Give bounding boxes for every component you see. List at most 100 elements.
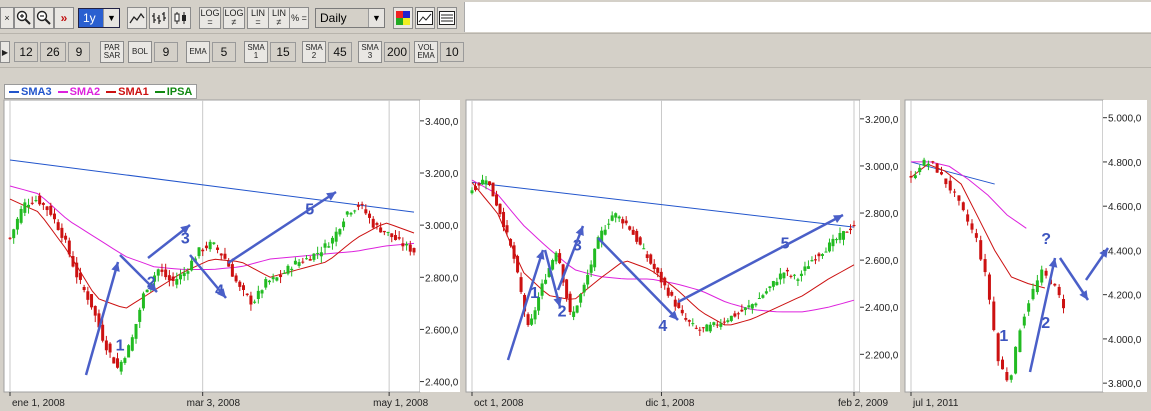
candle-body — [386, 231, 390, 233]
legend-item-sma1[interactable]: SMA1 — [106, 86, 149, 98]
candle-body — [530, 318, 534, 325]
candle-body — [356, 204, 360, 207]
chevron-down-icon[interactable]: ▼ — [103, 9, 119, 27]
candle-body — [841, 231, 845, 240]
interval-select[interactable]: Daily ▼ — [315, 8, 385, 28]
candle-body — [82, 286, 86, 291]
candle-body — [242, 285, 246, 290]
candle-body — [312, 253, 316, 260]
ema-field[interactable]: 5 — [212, 42, 236, 62]
macd-fast-field[interactable]: 12 — [14, 42, 38, 62]
arrowhead-icon — [1099, 248, 1108, 258]
legend-item-ipsa[interactable]: IPSA — [154, 86, 192, 98]
candle-body — [484, 180, 488, 185]
candle-body — [645, 254, 649, 259]
y-tick-label: 2.600,0 — [425, 325, 459, 336]
scale-log-equal-button[interactable]: LOG = — [199, 7, 221, 29]
ohlc-bar-icon[interactable] — [149, 7, 169, 29]
candle-body — [565, 279, 569, 299]
candle-body — [301, 261, 305, 263]
candle-body — [182, 272, 186, 277]
candle-body — [364, 209, 368, 214]
bol-button[interactable]: BOL — [128, 41, 152, 63]
chevron-down-icon[interactable]: ▼ — [368, 9, 384, 27]
sma2-line — [9, 185, 415, 270]
sma2-field[interactable]: 45 — [328, 42, 352, 62]
legend-item-sma2[interactable]: SMA2 — [57, 86, 100, 98]
candle-body — [512, 245, 516, 259]
candle-body — [253, 301, 257, 303]
candle-body — [305, 258, 309, 260]
scale-percent-button[interactable]: % = — [289, 7, 309, 29]
candle-body — [806, 266, 810, 269]
main-toolbar: × » 1y ▼ LOG = LOG ≠ LIN = LIN ≠ % = Dai… — [0, 0, 1151, 34]
sma1-button[interactable]: SMA 1 — [244, 41, 268, 63]
candle-body — [216, 247, 220, 250]
candle-body — [593, 248, 597, 268]
sma2-line — [471, 179, 855, 313]
candle-body — [412, 248, 416, 253]
double-chevron-right-icon[interactable]: » — [54, 7, 74, 29]
macd-signal-field[interactable]: 9 — [68, 42, 90, 62]
candle-body — [64, 235, 68, 240]
candle-body — [691, 323, 695, 325]
candle-body — [156, 269, 160, 276]
vol-ema-field[interactable]: 10 — [440, 42, 464, 62]
sma2-button[interactable]: SMA 2 — [302, 41, 326, 63]
sma3-swatch-icon — [9, 90, 19, 93]
candle-body — [234, 275, 238, 282]
y-tick-label: 2.400,0 — [425, 378, 459, 389]
candlestick-icon[interactable] — [171, 7, 191, 29]
candle-body — [130, 337, 134, 351]
wave-label-5: 5 — [781, 235, 790, 252]
candle-body — [138, 309, 142, 322]
y-tick-label: 3.000,0 — [425, 221, 459, 232]
period-select[interactable]: 1y ▼ — [78, 8, 120, 28]
chart-panel-3: 3.800,0 4.000,0 4.200,0 4.400,0 4.600,0 4.800… — [904, 99, 1147, 409]
candle-body — [575, 305, 579, 313]
bol-field[interactable]: 9 — [154, 42, 178, 62]
data-table-icon[interactable] — [437, 7, 457, 29]
y-tick-label: 3.200,0 — [425, 169, 459, 180]
sma3-field[interactable]: 200 — [384, 42, 410, 62]
chart-window-icon[interactable] — [415, 7, 435, 29]
sma2-line — [911, 161, 1027, 229]
line-chart-icon[interactable] — [127, 7, 147, 29]
candle-body — [405, 244, 409, 246]
arrowhead-icon — [1048, 258, 1058, 268]
y-tick-label: 2.200,0 — [865, 350, 899, 361]
candle-body — [673, 299, 677, 307]
scale-log-notequal-button[interactable]: LOG ≠ — [223, 7, 245, 29]
y-tick-label: 5.000,0 — [1108, 114, 1142, 125]
zoom-out-icon[interactable] — [34, 7, 54, 29]
candle-body — [327, 246, 331, 248]
vol-ema-button[interactable]: VOL EMA — [414, 41, 438, 63]
candle-body — [8, 237, 12, 239]
macd-slow-field[interactable]: 26 — [40, 42, 66, 62]
zoom-in-icon[interactable] — [14, 7, 34, 29]
candle-body — [390, 233, 394, 238]
candle-body — [38, 195, 42, 205]
candle-body — [918, 167, 922, 173]
par-sar-button[interactable]: PAR SAR — [100, 41, 124, 63]
candle-body — [41, 203, 45, 205]
ema-button[interactable]: EMA — [186, 41, 210, 63]
candle-body — [19, 208, 23, 223]
sma3-line — [471, 181, 855, 228]
color-palette-icon[interactable] — [393, 7, 413, 29]
candle-body — [379, 227, 383, 233]
sma3-button[interactable]: SMA 3 — [358, 41, 382, 63]
candle-body — [293, 260, 297, 265]
sma1-field[interactable]: 15 — [270, 42, 296, 62]
caret-right-icon[interactable]: ▶ — [0, 41, 10, 63]
candle-body — [792, 274, 796, 276]
candle-body — [848, 228, 852, 231]
candle-body — [736, 313, 740, 315]
scroll-left-icon[interactable]: × — [0, 7, 14, 29]
candle-body — [533, 310, 537, 320]
legend-item-sma3[interactable]: SMA3 — [9, 86, 52, 98]
candle-body — [757, 298, 761, 300]
candle-body — [282, 272, 286, 274]
candle-body — [1031, 288, 1035, 300]
